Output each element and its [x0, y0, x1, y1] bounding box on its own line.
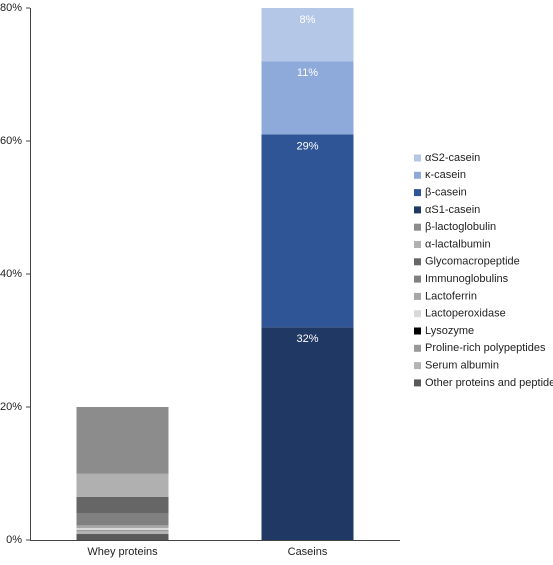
- bar-segment: [261, 134, 354, 328]
- bar-segment: [76, 407, 169, 474]
- legend-swatch: [414, 327, 421, 335]
- bar-segment: [76, 513, 169, 526]
- x-tick-label: Caseins: [288, 546, 328, 558]
- bar-segment: [76, 496, 169, 514]
- legend-swatch: [414, 310, 421, 318]
- bar-segment: [76, 534, 169, 540]
- bar-segment: [76, 528, 169, 531]
- bar-segment: [261, 327, 354, 540]
- data-label: 29%: [296, 140, 318, 152]
- legend-swatch: [414, 362, 421, 370]
- legend-swatch: [414, 258, 421, 266]
- legend-label: Serum albumin: [425, 360, 499, 372]
- legend-label: κ-casein: [425, 169, 466, 181]
- data-label: 11%: [297, 67, 318, 79]
- legend-swatch: [414, 275, 421, 283]
- bar-segment: [76, 531, 169, 535]
- bar-segment: [261, 8, 354, 62]
- y-tick-label: 40%: [0, 268, 22, 280]
- bar-segment: [76, 525, 169, 529]
- legend-label: β-lactoglobulin: [425, 221, 496, 233]
- legend-label: Other proteins and peptides: [425, 377, 553, 389]
- legend-swatch: [414, 292, 421, 300]
- legend-label: α-lactalbumin: [425, 238, 491, 250]
- legend-label: Proline-rich polypeptides: [425, 342, 546, 354]
- y-tick-label: 0%: [6, 534, 22, 546]
- legend-label: Immunoglobulins: [425, 273, 509, 285]
- bar-segment: [261, 61, 354, 135]
- legend-label: αS2-casein: [425, 152, 480, 164]
- y-tick-label: 80%: [0, 2, 22, 14]
- bar-segment: [76, 530, 169, 532]
- legend-swatch: [414, 379, 421, 387]
- legend-label: Glycomacropeptide: [425, 256, 520, 268]
- y-tick-label: 60%: [0, 135, 22, 147]
- legend-label: Lysozyme: [425, 325, 474, 337]
- data-label: 32%: [296, 333, 318, 345]
- data-label: 8%: [300, 14, 316, 26]
- legend-swatch: [414, 206, 421, 214]
- legend-label: Lactoferrin: [425, 290, 477, 302]
- legend-label: Lactoperoxidase: [425, 308, 506, 320]
- legend-label: β-casein: [425, 187, 467, 199]
- x-tick-label: Whey proteins: [87, 546, 158, 558]
- legend-swatch: [414, 154, 421, 162]
- legend-label: αS1-casein: [425, 204, 480, 216]
- legend-swatch: [414, 223, 421, 231]
- legend-swatch: [414, 241, 421, 248]
- y-tick-label: 20%: [0, 401, 22, 413]
- bar-segment: [76, 473, 169, 497]
- legend-swatch: [414, 189, 421, 197]
- legend-swatch: [414, 171, 421, 179]
- legend-swatch: [414, 344, 421, 352]
